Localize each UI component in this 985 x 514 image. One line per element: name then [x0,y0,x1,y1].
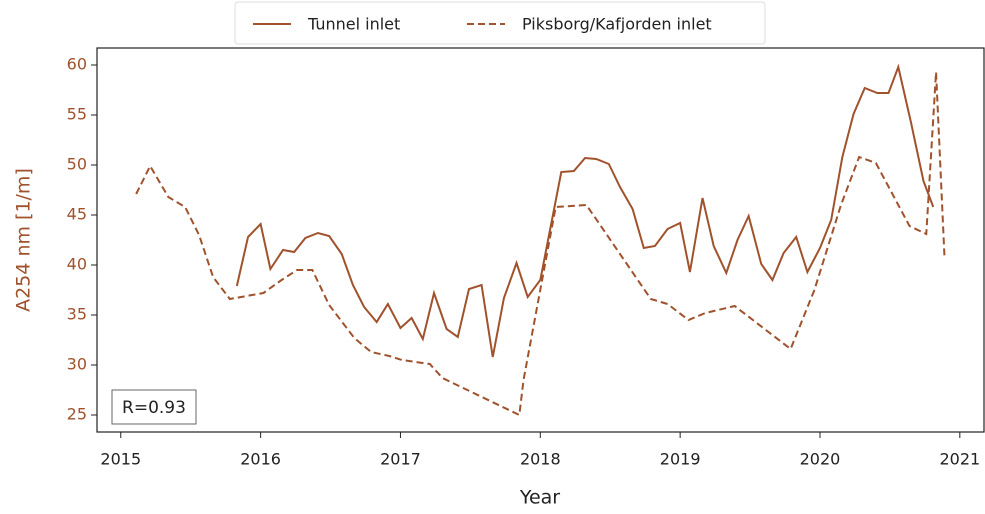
y-tick-label: 40 [67,255,87,274]
x-tick-label: 2015 [100,450,141,469]
x-tick-label: 2018 [520,450,561,469]
x-axis-label: Year [519,487,560,509]
y-tick-label: 50 [67,155,87,174]
annotation: R=0.93 [122,398,186,418]
y-tick-label: 35 [67,305,87,324]
y-tick-label: 25 [67,405,87,424]
x-tick-label: 2017 [380,450,421,469]
y-tick-label: 60 [67,55,87,74]
legend-label: Piksborg/Kafjorden inlet [522,15,712,34]
data-line [235,63,935,358]
y-tick-label: 55 [67,105,87,124]
y-tick-label: 45 [67,205,87,224]
y-axis-label: A254 nm [1/m] [13,168,35,312]
data-line [135,71,946,417]
x-tick-label: 2020 [800,450,841,469]
legend-label: Tunnel inlet [307,15,400,34]
annotation-box [111,389,197,425]
y-tick-label: 30 [67,355,87,374]
x-tick-label: 2019 [660,450,701,469]
x-tick-label: 2021 [939,450,980,469]
plot-frame [96,47,985,433]
x-tick-label: 2016 [240,450,281,469]
